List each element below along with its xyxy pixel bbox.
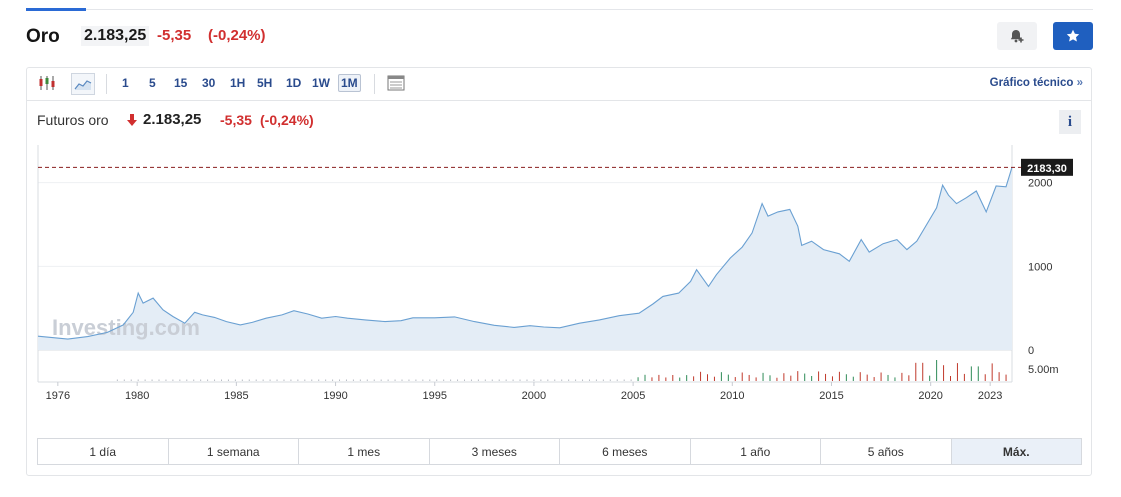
technical-chart-label: Gráfico técnico (989, 77, 1074, 89)
futures-price: 2.183,25 (143, 111, 202, 128)
table-icon (387, 75, 405, 91)
timeframe-1h[interactable]: 1H (230, 76, 246, 90)
x-tick-label: 2010 (720, 390, 744, 402)
range-6-months[interactable]: 6 meses (560, 439, 691, 464)
timeframe-1d[interactable]: 1D (286, 76, 302, 90)
chart-toolbar: 1 5 15 30 1H 5H 1D 1W 1M Gráfico técnico… (27, 68, 1091, 101)
add-to-watchlist-button[interactable] (1053, 22, 1093, 50)
price-area (38, 167, 1012, 350)
futures-name: Futuros oro (37, 112, 109, 128)
timeframe-5[interactable]: 5 (149, 76, 156, 90)
range-1-year[interactable]: 1 año (691, 439, 821, 464)
price-line (37, 167, 1013, 340)
x-tick-label: 1985 (224, 390, 248, 402)
instrument-title: Oro (26, 26, 60, 47)
range-max[interactable]: Máx. (951, 439, 1081, 464)
area-chart-button[interactable] (71, 73, 95, 95)
x-tick-label: 1980 (125, 390, 149, 402)
candlestick-chart-button[interactable] (36, 73, 58, 93)
bell-plus-icon (1010, 30, 1024, 43)
range-1-week[interactable]: 1 semana (169, 439, 299, 464)
range-3-months[interactable]: 3 meses (430, 439, 560, 464)
table-view-button[interactable] (385, 73, 407, 93)
x-tick-label: 1976 (46, 390, 70, 402)
futures-change: -5,35 (220, 112, 252, 128)
timeframe-1m[interactable]: 1M (338, 74, 361, 92)
create-alert-button[interactable] (997, 22, 1037, 50)
price-change-percent: (-0,24%) (208, 27, 266, 44)
volume-bars (116, 360, 1007, 381)
timeframe-15[interactable]: 15 (174, 76, 188, 90)
area-chart-icon (74, 80, 92, 90)
timeframe-1w[interactable]: 1W (312, 76, 330, 90)
top-divider-accent (26, 8, 86, 11)
arrow-down-icon (127, 114, 137, 126)
toolbar-separator (106, 74, 107, 94)
x-tick-label: 2000 (522, 390, 546, 402)
timeframe-5h[interactable]: 5H (257, 76, 273, 90)
star-icon (1066, 29, 1080, 42)
candlestick-icon (39, 76, 55, 90)
chevron-right-icon: » (1076, 77, 1083, 89)
x-tick-label: 2023 (978, 390, 1002, 402)
x-tick-label: 1990 (323, 390, 347, 402)
range-5-years[interactable]: 5 años (821, 439, 952, 464)
y-axis: 0 1000 2000 (1028, 178, 1052, 357)
volume-scale-label: 5.00m (1028, 364, 1059, 376)
price-change: -5,35 (157, 27, 192, 44)
info-button[interactable]: i (1059, 110, 1081, 134)
current-price-tag: 2183,30 (1021, 158, 1073, 176)
range-selector: 1 día 1 semana 1 mes 3 meses 6 meses 1 a… (37, 438, 1082, 465)
x-tick-label: 2020 (918, 390, 942, 402)
watermark-text: Investing.com (52, 315, 200, 340)
technical-chart-link[interactable]: Gráfico técnico » (990, 77, 1083, 89)
futures-change-percent: (-0,24%) (260, 112, 314, 128)
y-tick-label: 1000 (1028, 261, 1052, 273)
investing-watermark: Investing.com (52, 315, 200, 340)
instrument-header: Oro 2.183,25 -5,35 (-0,24%) (26, 20, 1093, 54)
range-1-day[interactable]: 1 día (38, 439, 169, 464)
x-axis: 1976 1980 1985 1990 1995 2000 2005 2010 2015 2020… (46, 382, 1002, 402)
current-price-label: 2183,30 (1027, 163, 1067, 175)
timeframe-1[interactable]: 1 (122, 76, 129, 90)
top-divider (26, 9, 1093, 10)
toolbar-separator (374, 74, 375, 94)
x-tick-label: 2015 (819, 390, 843, 402)
y-tick-label: 0 (1028, 345, 1034, 357)
timeframe-30[interactable]: 30 (202, 76, 216, 90)
y-tick-label: 2000 (1028, 178, 1052, 190)
range-1-month[interactable]: 1 mes (299, 439, 430, 464)
x-tick-label: 2005 (621, 390, 645, 402)
x-tick-label: 1995 (422, 390, 446, 402)
last-price: 2.183,25 (81, 26, 150, 46)
chart-panel: 1 5 15 30 1H 5H 1D 1W 1M Gráfico técnico… (26, 67, 1092, 476)
